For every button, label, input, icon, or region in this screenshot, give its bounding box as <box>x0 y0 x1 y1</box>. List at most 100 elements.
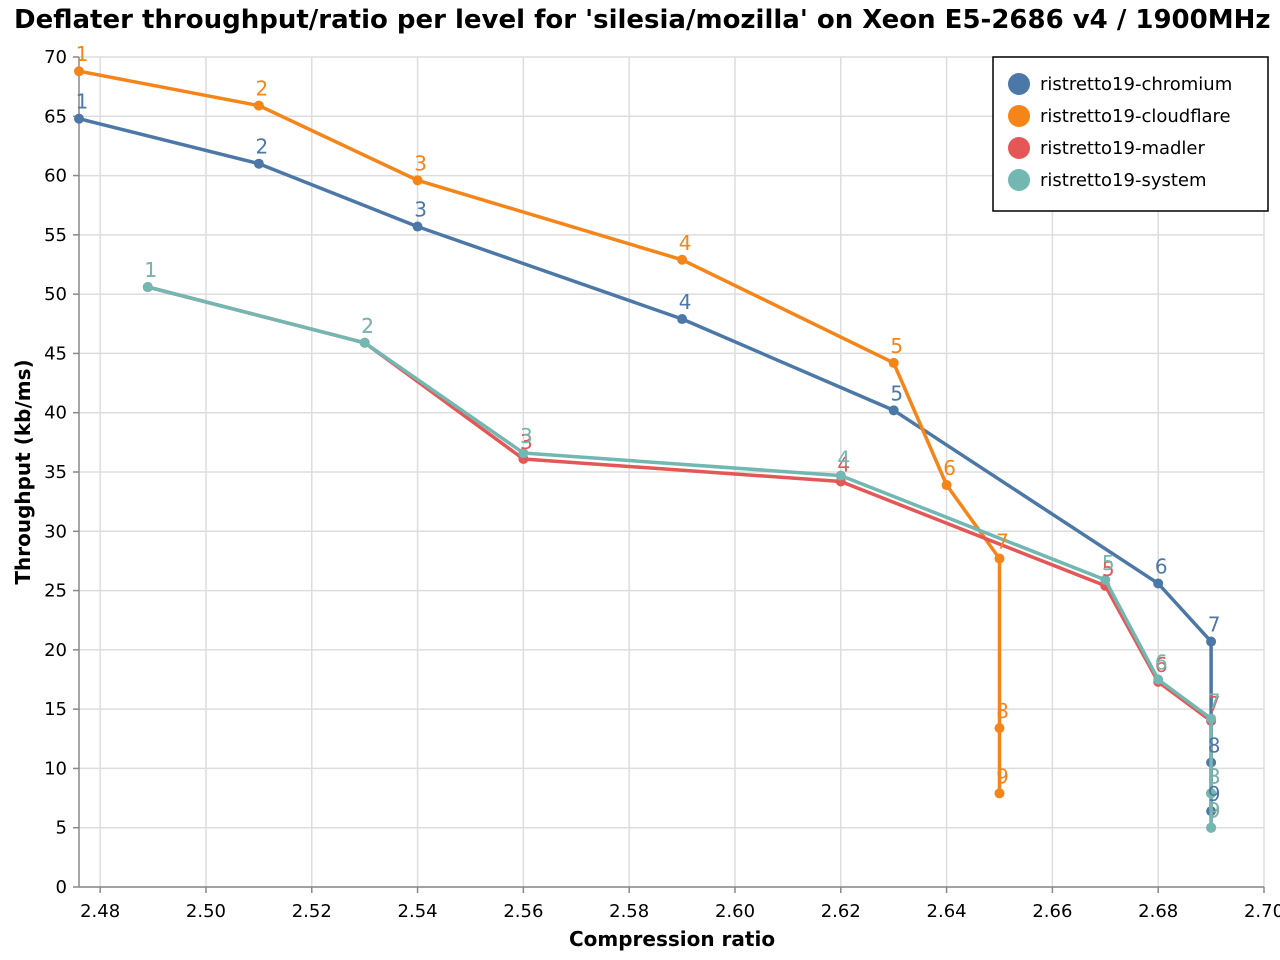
point-label: 9 <box>996 764 1009 788</box>
data-point <box>835 470 846 481</box>
point-label: 1 <box>144 258 157 282</box>
legend-swatch <box>1008 137 1030 159</box>
x-tick-label: 2.64 <box>927 901 967 922</box>
y-tick-label: 5 <box>56 818 67 839</box>
data-point <box>888 357 899 368</box>
point-label: 8 <box>1208 764 1221 788</box>
point-label: 5 <box>1102 551 1115 575</box>
x-tick-label: 2.50 <box>186 901 226 922</box>
point-label: 7 <box>1208 613 1221 637</box>
data-point <box>994 553 1005 564</box>
point-label: 6 <box>1155 653 1168 677</box>
y-tick-label: 70 <box>44 47 67 68</box>
series-ristretto19-system <box>142 282 1217 833</box>
point-label: 3 <box>414 151 427 175</box>
data-point <box>412 221 423 232</box>
series-line <box>147 285 1213 828</box>
point-label: 3 <box>520 430 533 454</box>
data-point <box>941 480 952 491</box>
y-axis-title: Throughput (kb/ms) <box>11 359 35 584</box>
legend-box <box>992 56 1269 212</box>
x-tick-label: 2.68 <box>1138 901 1178 922</box>
data-point <box>1100 574 1111 585</box>
point-label: 3 <box>414 198 427 222</box>
data-point <box>142 282 153 293</box>
point-label: 1 <box>76 90 89 114</box>
data-point <box>1153 674 1164 685</box>
series-ristretto19-chromium <box>74 113 1217 817</box>
data-point <box>677 254 688 265</box>
legend-swatch <box>1008 105 1030 127</box>
point-label: 6 <box>1155 651 1168 675</box>
series-layer <box>74 66 1217 833</box>
point-label: 7 <box>996 530 1009 554</box>
x-tick-label: 2.48 <box>80 901 120 922</box>
point-label: 5 <box>890 381 903 405</box>
point-label: 9 <box>1208 782 1221 806</box>
point-label: 3 <box>520 424 533 448</box>
y-tick-label: 20 <box>44 640 67 661</box>
y-tick-label: 55 <box>44 225 67 246</box>
point-label: 2 <box>361 314 374 338</box>
point-label: 8 <box>1208 764 1221 788</box>
data-point <box>74 113 84 124</box>
legend-swatch <box>1008 169 1030 191</box>
point-label: 8 <box>1208 734 1221 758</box>
point-label: 4 <box>679 290 692 314</box>
x-tick-label: 2.58 <box>609 901 649 922</box>
legend-label: ristretto19-system <box>1040 170 1207 191</box>
data-point <box>253 158 264 169</box>
data-point <box>994 723 1005 734</box>
series-line <box>78 117 1213 812</box>
data-point <box>1153 578 1164 589</box>
y-tick-label: 60 <box>44 166 67 187</box>
point-label: 6 <box>1155 554 1168 578</box>
data-point <box>74 66 84 77</box>
series-ristretto19-madler <box>142 282 1217 833</box>
data-point <box>1206 788 1217 799</box>
data-point <box>677 314 688 325</box>
legend-label: ristretto19-chromium <box>1040 74 1232 95</box>
chart-title: Deflater throughput/ratio per level for … <box>14 5 1271 35</box>
x-tick-label: 2.56 <box>503 901 543 922</box>
data-point <box>359 337 370 348</box>
legend-label: ristretto19-madler <box>1040 138 1206 159</box>
point-label: 8 <box>996 699 1009 723</box>
point-label: 5 <box>890 334 903 358</box>
x-tick-label: 2.52 <box>292 901 332 922</box>
axes: 2.48 2.50 2.52 2.54 2.56 2.58 2.60 2.62 2.64 2.66… <box>44 47 1280 922</box>
point-label: 2 <box>255 77 268 101</box>
y-tick-label: 10 <box>44 758 67 779</box>
data-point <box>1206 822 1217 833</box>
point-label: 5 <box>1102 557 1115 581</box>
data-point <box>1206 713 1217 724</box>
x-tick-label: 2.70 <box>1244 901 1280 922</box>
point-label: 4 <box>679 231 692 255</box>
data-point <box>253 100 264 111</box>
y-tick-label: 25 <box>44 581 67 602</box>
x-tick-label: 2.54 <box>398 901 438 922</box>
data-point <box>888 405 899 416</box>
y-tick-label: 45 <box>44 343 67 364</box>
point-label: 9 <box>1208 799 1221 823</box>
point-label: 2 <box>361 314 374 338</box>
point-label: 4 <box>837 452 850 476</box>
x-tick-label: 2.62 <box>821 901 861 922</box>
point-label: 6 <box>943 456 956 480</box>
y-tick-label: 15 <box>44 699 67 720</box>
point-label: 1 <box>76 42 89 66</box>
legend: ristretto19-chromium ristretto19-cloudfla… <box>992 56 1269 212</box>
series-ristretto19-cloudflare <box>74 66 1005 799</box>
point-label: 9 <box>1208 799 1221 823</box>
y-tick-label: 0 <box>56 877 67 898</box>
x-axis-title: Compression ratio <box>569 927 775 951</box>
y-tick-label: 65 <box>44 106 67 127</box>
legend-label: ristretto19-cloudflare <box>1040 106 1231 127</box>
point-label: 4 <box>837 447 850 471</box>
data-point <box>994 788 1005 799</box>
point-label: 7 <box>1208 692 1221 716</box>
point-label: 7 <box>1208 690 1221 714</box>
x-tick-label: 2.66 <box>1032 901 1072 922</box>
point-label: 1 <box>144 258 157 282</box>
